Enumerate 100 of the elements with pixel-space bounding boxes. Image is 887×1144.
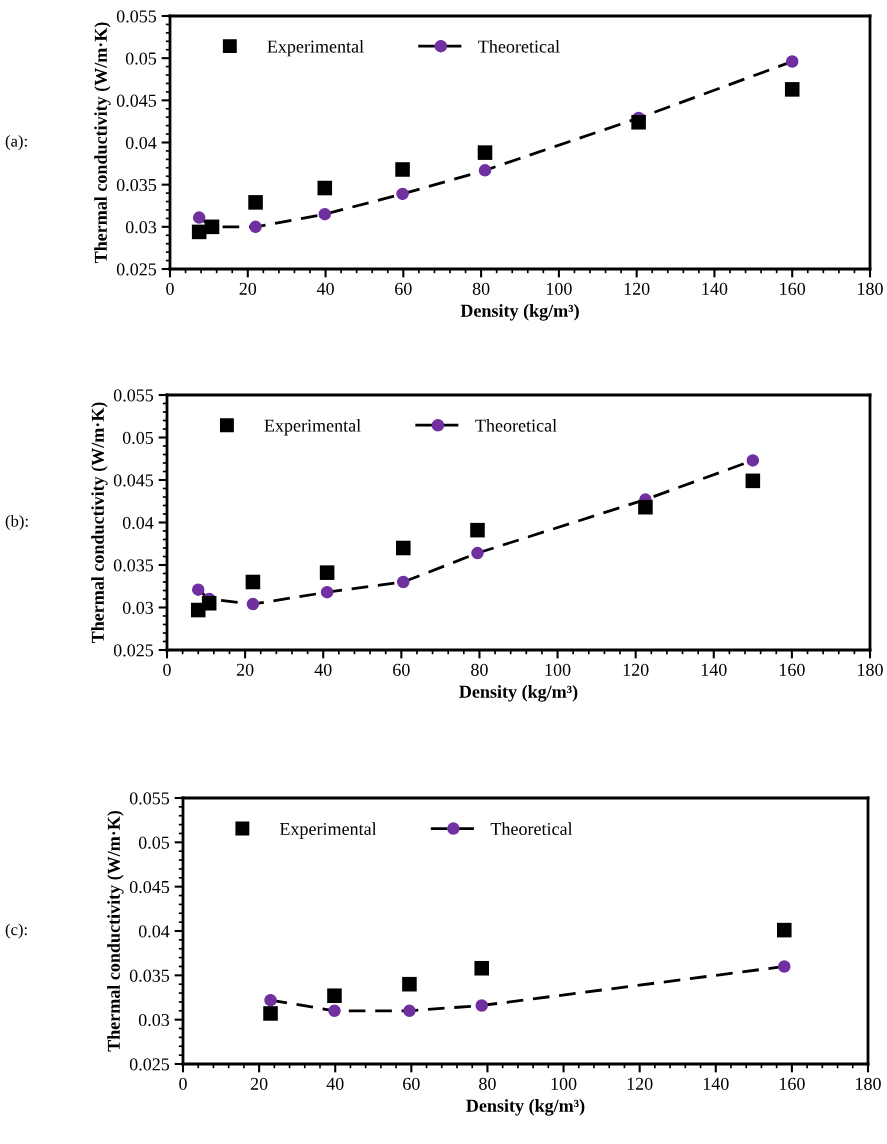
point — [328, 1004, 341, 1018]
x-tick-label: 120 — [624, 282, 650, 295]
y-tick-label: 0.04 — [122, 516, 154, 530]
y-tick-label: 0.045 — [129, 880, 170, 894]
point — [246, 597, 260, 611]
point — [318, 207, 332, 221]
point — [317, 180, 333, 196]
x-tick-label: 120 — [627, 1077, 653, 1090]
point — [191, 583, 205, 596]
text: (a): — [5, 134, 27, 151]
point — [784, 82, 800, 97]
y-tick-label: 0.045 — [116, 94, 157, 107]
legend-label: Experimental — [279, 822, 377, 839]
x-tick-label: 100 — [551, 1077, 577, 1090]
x-tick-label: 100 — [546, 282, 572, 295]
x-tick-label: 140 — [703, 1077, 729, 1090]
point — [470, 522, 485, 538]
x-tick-label: 180 — [856, 1077, 881, 1090]
point — [264, 993, 277, 1007]
text: (c): — [5, 923, 27, 939]
x-tick-label: 0 — [166, 282, 174, 295]
x-tick-label: 60 — [393, 663, 410, 676]
x-tick-label: 160 — [779, 1077, 805, 1090]
y-tick-label: 0.055 — [129, 792, 170, 805]
y-tick-label: 0.055 — [113, 389, 154, 402]
y-tick-label: 0.03 — [122, 601, 154, 615]
x-tick-label: 60 — [403, 1077, 420, 1090]
x-tick-label: 160 — [779, 663, 805, 676]
point — [249, 220, 262, 234]
y-tick-label: 0.025 — [113, 644, 154, 657]
x-axis-title: Density (kg/m³) — [460, 304, 579, 321]
x-tick-label: 160 — [780, 282, 806, 295]
x-tick-label: 60 — [395, 282, 412, 295]
x-tick-label: 100 — [545, 663, 571, 676]
x-tick-label: 40 — [326, 1077, 344, 1090]
point — [638, 499, 653, 515]
point — [245, 574, 261, 590]
x-tick-label: 40 — [316, 282, 334, 295]
y-tick-label: 0.035 — [129, 969, 170, 982]
x-axis-title: Density (kg/m³) — [459, 685, 578, 702]
x-tick-label: 40 — [314, 663, 332, 676]
y-tick-label: 0.045 — [113, 474, 154, 487]
point — [785, 55, 799, 68]
legend-label: Experimental — [267, 39, 364, 57]
point — [778, 960, 791, 973]
x-tick-label: 80 — [472, 282, 490, 295]
x-tick-label: 80 — [471, 663, 488, 676]
x-tick-label: 20 — [236, 663, 254, 676]
y-tick-label: 0.05 — [138, 836, 170, 849]
point — [192, 211, 206, 224]
x-axis-title: Density (kg/m³) — [466, 1099, 585, 1116]
y-tick-label: 0.035 — [113, 559, 154, 572]
x-tick-label: 180 — [858, 282, 883, 295]
point — [248, 195, 263, 210]
point — [746, 454, 760, 467]
legend-label: Experimental — [264, 419, 361, 436]
point — [776, 922, 792, 938]
point — [631, 114, 646, 130]
point — [201, 595, 217, 611]
point — [396, 540, 411, 556]
point — [397, 575, 410, 589]
legend-label: Theoretical — [478, 39, 560, 53]
point — [474, 960, 490, 976]
point — [478, 164, 492, 177]
point — [477, 145, 493, 160]
y-tick-label: 0.025 — [129, 1058, 170, 1071]
y-tick-label: 0.04 — [125, 136, 157, 150]
y-tick-label: 0.04 — [138, 925, 170, 938]
y-tick-label: 0.035 — [116, 178, 157, 192]
point — [471, 546, 484, 560]
point — [396, 187, 409, 201]
point — [403, 1004, 416, 1018]
x-tick-label: 20 — [250, 1077, 268, 1090]
x-tick-label: 140 — [701, 663, 727, 676]
y-axis-title: Thermal conductivity (W/m·K) — [107, 810, 124, 1052]
x-tick-label: 0 — [163, 663, 171, 676]
x-tick-label: 20 — [239, 282, 257, 295]
y-tick-label: 0.05 — [122, 431, 154, 445]
point — [745, 473, 761, 489]
point — [327, 988, 342, 1004]
y-tick-label: 0.03 — [125, 221, 157, 234]
x-tick-label: 80 — [479, 1077, 496, 1090]
x-tick-label: 120 — [623, 663, 649, 676]
point — [475, 999, 488, 1012]
x-tick-label: 180 — [858, 663, 883, 676]
point — [263, 1006, 278, 1021]
text: (b): — [5, 514, 28, 531]
point — [319, 565, 335, 580]
point — [320, 585, 334, 599]
y-tick-label: 0.025 — [116, 263, 157, 276]
y-tick-label: 0.055 — [116, 10, 157, 23]
x-tick-label: 0 — [179, 1077, 187, 1090]
y-axis-title: Thermal conductivity (W/m·K) — [94, 22, 111, 264]
y-tick-label: 0.03 — [138, 1013, 170, 1027]
y-axis-title: Thermal conductivity (W/m·K) — [91, 402, 108, 644]
legend-label: Theoretical — [490, 822, 573, 836]
point — [402, 976, 417, 992]
legend-label: Theoretical — [475, 419, 557, 432]
y-tick-label: 0.05 — [125, 52, 157, 65]
point — [395, 162, 410, 177]
